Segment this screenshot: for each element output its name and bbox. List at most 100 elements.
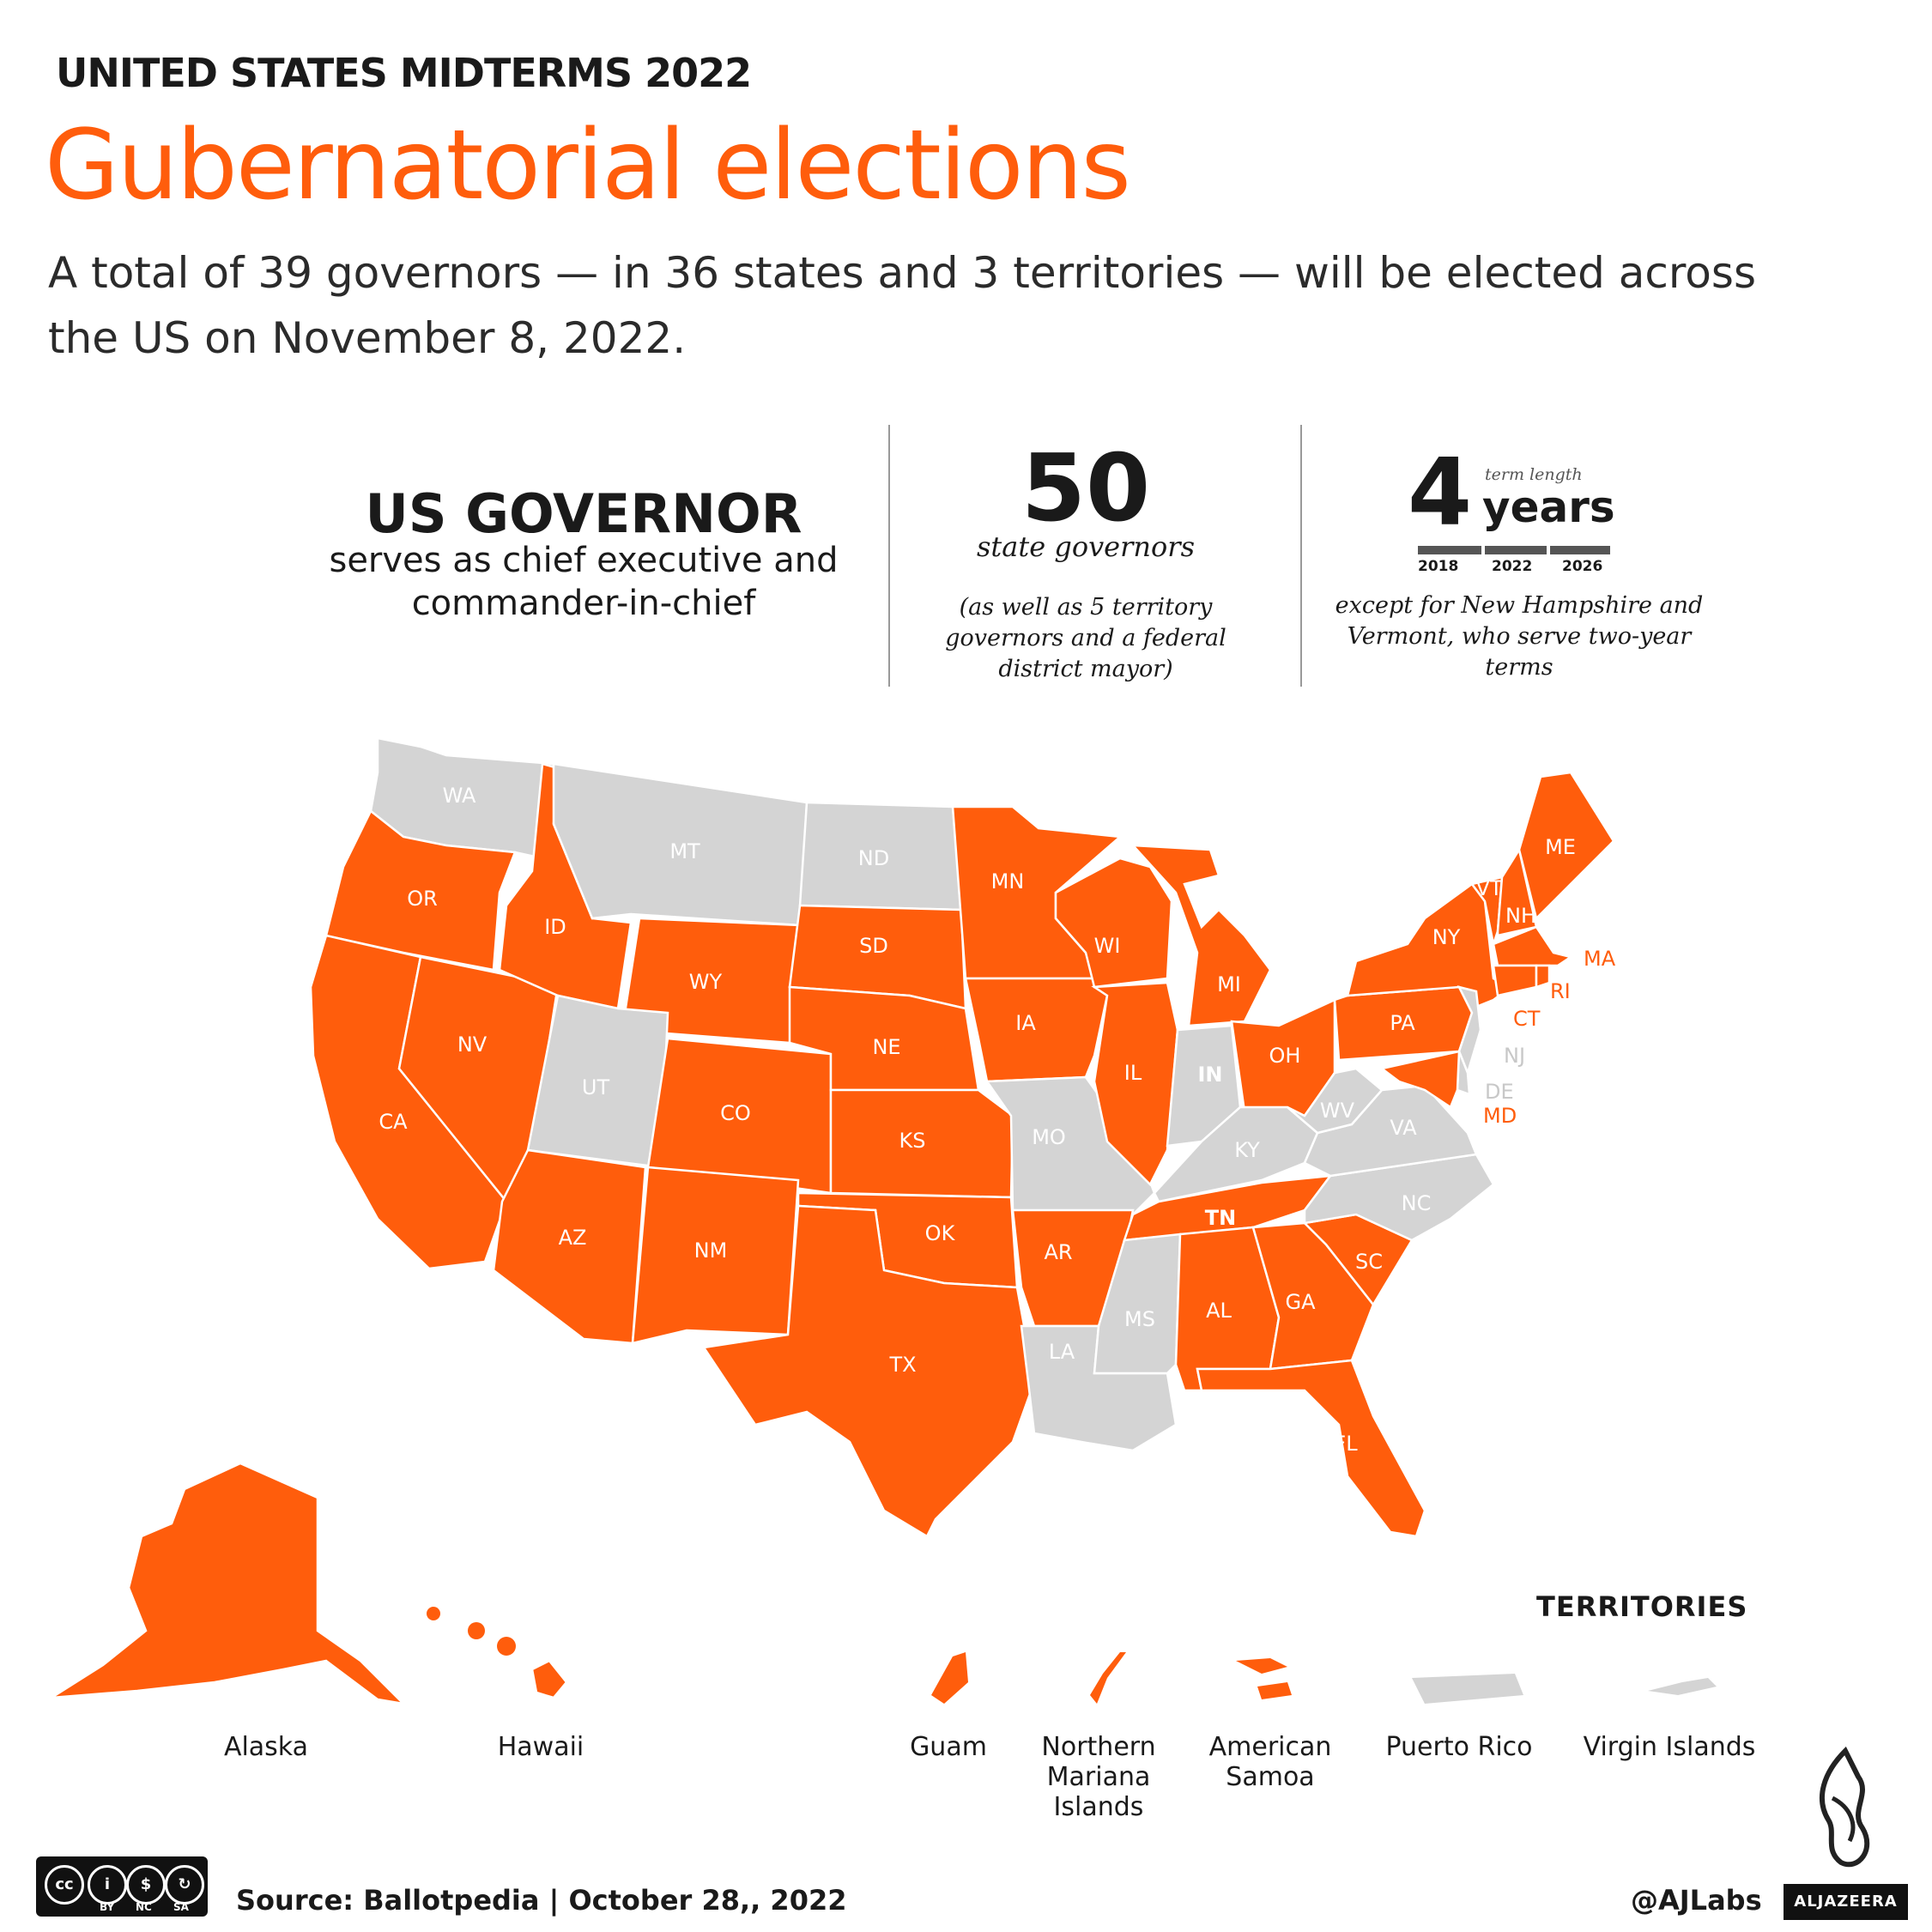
label-nm: NM [694,1239,728,1263]
label-ok: OK [925,1221,956,1245]
sharealike-icon: ↻ [165,1865,204,1905]
label-northern-mariana-islands: Northern Mariana Islands [1041,1732,1156,1822]
label-tx: TX [888,1353,916,1377]
divider [1300,425,1302,687]
state-mi [1130,844,1272,1027]
state-fl [1196,1359,1426,1538]
label-sd: SD [859,934,888,958]
label-ar: AR [1044,1240,1072,1264]
term-value: 4 [1408,439,1473,547]
state-md [1379,1050,1461,1109]
state-nh [1496,846,1538,937]
state-il [1091,981,1179,1187]
label-mi: MI [1217,972,1241,996]
noncommercial-icon: $ [126,1865,166,1905]
state-nm [631,1166,800,1345]
label-de: DE [1485,1080,1514,1104]
territory-vi-shape [1648,1678,1717,1695]
label-id: ID [544,915,566,939]
page-title: Gubernatorial elections [45,110,1131,221]
governor-count-label: state governors [977,530,1195,563]
label-puerto-rico: Puerto Rico [1385,1732,1533,1762]
label-wv: WV [1320,1099,1355,1123]
state-ak [51,1462,407,1705]
term-length-label: term length [1485,465,1583,484]
label-wy: WY [689,970,723,994]
license-sa: SA [173,1901,189,1913]
state-hi-island [427,1607,440,1620]
label-or: OR [407,887,438,911]
label-american-samoa: American Samoa [1208,1732,1332,1792]
state-ri [1535,964,1551,989]
state-hi [530,1659,568,1699]
us-map [51,736,1717,1705]
territories-heading: TERRITORIES [1536,1590,1748,1623]
label-nd: ND [858,846,889,870]
state-or [324,809,517,972]
label-az: AZ [559,1226,587,1250]
label-hawaii: Hawaii [497,1732,584,1762]
label-ri: RI [1550,979,1571,1003]
attribution-icon: i [88,1865,127,1905]
label-nc: NC [1402,1191,1432,1215]
state-az [492,1148,647,1345]
label-alaska: Alaska [223,1732,309,1762]
state-vt [1469,875,1504,948]
term-unit: years [1482,482,1615,532]
territory-samoa-shape [1236,1658,1287,1674]
kicker: UNITED STATES MIDTERMS 2022 [56,50,752,96]
label-ga: GA [1285,1290,1316,1314]
label-ut: UT [582,1075,610,1099]
label-vt: VT [1475,876,1502,900]
term-tick: 2018 [1418,558,1459,575]
term-note: except for New Hampshire and Vermont, wh… [1335,592,1704,681]
divider [888,425,890,687]
label-md: MD [1483,1104,1517,1128]
governor-count: 50 [1021,435,1151,542]
aljazeera-wordmark: ALJAZEERA [1784,1884,1908,1920]
label-va: VA [1390,1116,1417,1140]
label-mn: MN [991,869,1025,893]
label-al: AL [1206,1299,1232,1323]
label-ms: MS [1124,1307,1155,1331]
governor-heading: US GOVERNOR [365,482,802,545]
territory-nmi-shape [1090,1652,1126,1704]
label-oh: OH [1269,1044,1301,1068]
cc-license-badge: cc i $ ↻ BY NC SA [36,1856,208,1917]
label-virgin-islands: Virgin Islands [1583,1732,1756,1762]
state-wv [1287,1067,1384,1135]
term-bar [1418,546,1610,554]
state-hi-island [497,1637,516,1656]
subtitle: A total of 39 governors — in 36 states a… [48,248,1756,363]
label-nh: NH [1505,904,1536,928]
state-labels: WA OR CA ID NV MT WY UT AZ CO NM ND SD N… [379,784,1616,1456]
label-fl: FL [1334,1432,1358,1456]
governor-description: serves as chief executive and commander-… [329,541,839,623]
label-ct: CT [1513,1007,1541,1031]
label-wa: WA [443,784,476,808]
license-nc: NC [136,1901,152,1913]
governor-count-note: (as well as 5 territory governors and a … [945,594,1226,682]
label-me: ME [1545,835,1576,859]
territory-samoa-shape [1257,1682,1292,1699]
label-ca: CA [379,1110,408,1134]
label-guam: Guam [910,1732,987,1762]
cc-icon: cc [45,1865,84,1905]
label-mt: MT [669,839,700,863]
label-nj: NJ [1504,1044,1525,1068]
label-wi: WI [1094,934,1121,958]
term-tick: 2026 [1562,558,1603,575]
label-tn: TN [1205,1206,1236,1230]
aljazeera-logo-icon [1819,1747,1870,1868]
label-ne: NE [872,1035,900,1059]
source-line: Source: Ballotpedia | October 28,, 2022 [236,1884,847,1917]
state-hi-island [468,1622,485,1639]
territory-pr-shape [1412,1674,1523,1704]
territory-guam-shape [931,1652,968,1704]
label-ny: NY [1432,925,1461,949]
label-ma: MA [1584,947,1616,971]
state-me [1517,771,1615,921]
label-sc: SC [1355,1250,1383,1274]
label-il: IL [1124,1061,1142,1085]
term-tick: 2022 [1492,558,1533,575]
